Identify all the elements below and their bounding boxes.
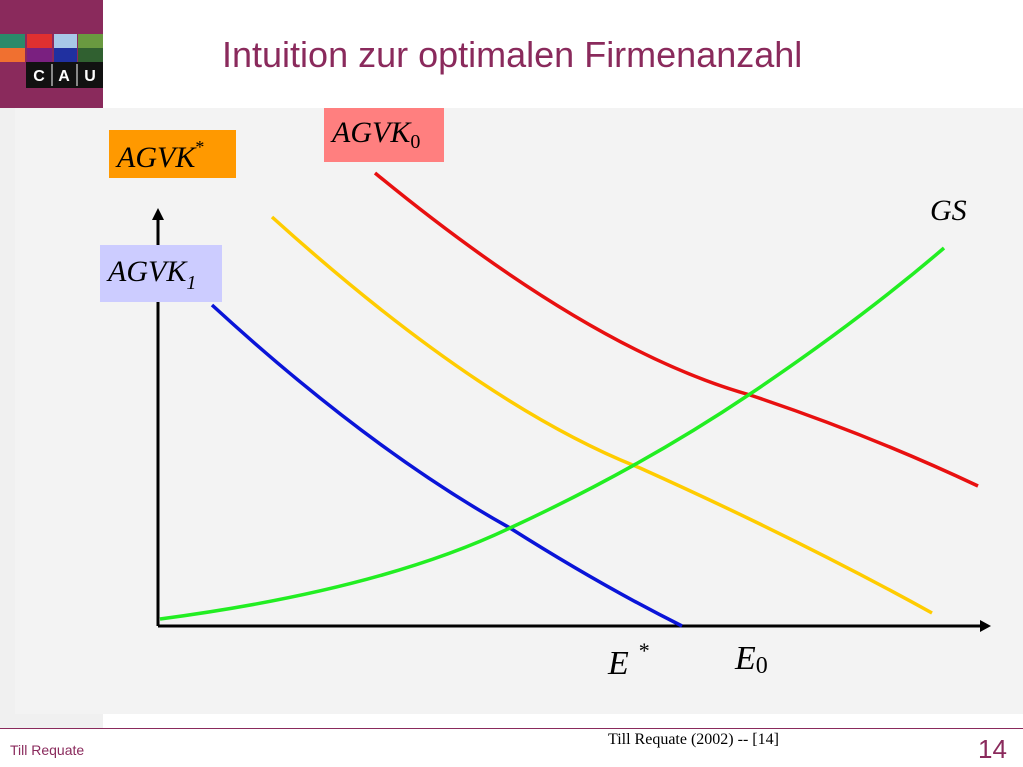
cau-logo: C A U bbox=[0, 34, 103, 88]
footer-author: Till Requate bbox=[10, 742, 85, 758]
logo-letter-u: U bbox=[84, 68, 96, 85]
page-number: 14 bbox=[978, 734, 1007, 764]
label-e-0-base: E bbox=[735, 640, 756, 677]
label-e-0-sub: 0 bbox=[755, 653, 768, 679]
label-gs: GS bbox=[930, 194, 967, 227]
footer-divider bbox=[0, 728, 1023, 729]
logo-letter-c: C bbox=[33, 68, 45, 85]
label-e-0: E0 bbox=[735, 640, 768, 679]
label-agvk-1: AGVK1 bbox=[100, 245, 222, 302]
label-e-star-base: E bbox=[608, 645, 629, 682]
logo-letter-a: A bbox=[58, 68, 70, 85]
agvk-star-curve bbox=[270, 215, 933, 615]
label-e-star-sup: * bbox=[638, 638, 650, 663]
label-agvk-1-sub: 1 bbox=[186, 272, 197, 294]
label-agvk-star: AGVK* bbox=[109, 130, 236, 178]
diagram-background bbox=[15, 108, 1023, 714]
agvk-1-curve bbox=[210, 303, 683, 628]
label-agvk-0-base: AGVK bbox=[332, 116, 411, 149]
label-agvk-star-base: AGVK bbox=[117, 141, 196, 174]
label-agvk-1-base: AGVK bbox=[108, 255, 187, 288]
agvk-0-curve bbox=[373, 171, 979, 488]
label-agvk-0-sub: 0 bbox=[410, 131, 421, 153]
label-agvk-star-sup: * bbox=[195, 137, 205, 157]
footer-citation: Till Requate (2002) -- [14] bbox=[608, 731, 779, 748]
x-axis-arrow bbox=[980, 620, 991, 632]
label-e-star: E * bbox=[608, 640, 650, 681]
label-agvk-0: AGVK0 bbox=[324, 108, 444, 162]
gs-curve bbox=[159, 246, 946, 621]
slide-title: Intuition zur optimalen Firmenanzahl bbox=[222, 34, 803, 75]
y-axis-arrow bbox=[152, 208, 164, 220]
